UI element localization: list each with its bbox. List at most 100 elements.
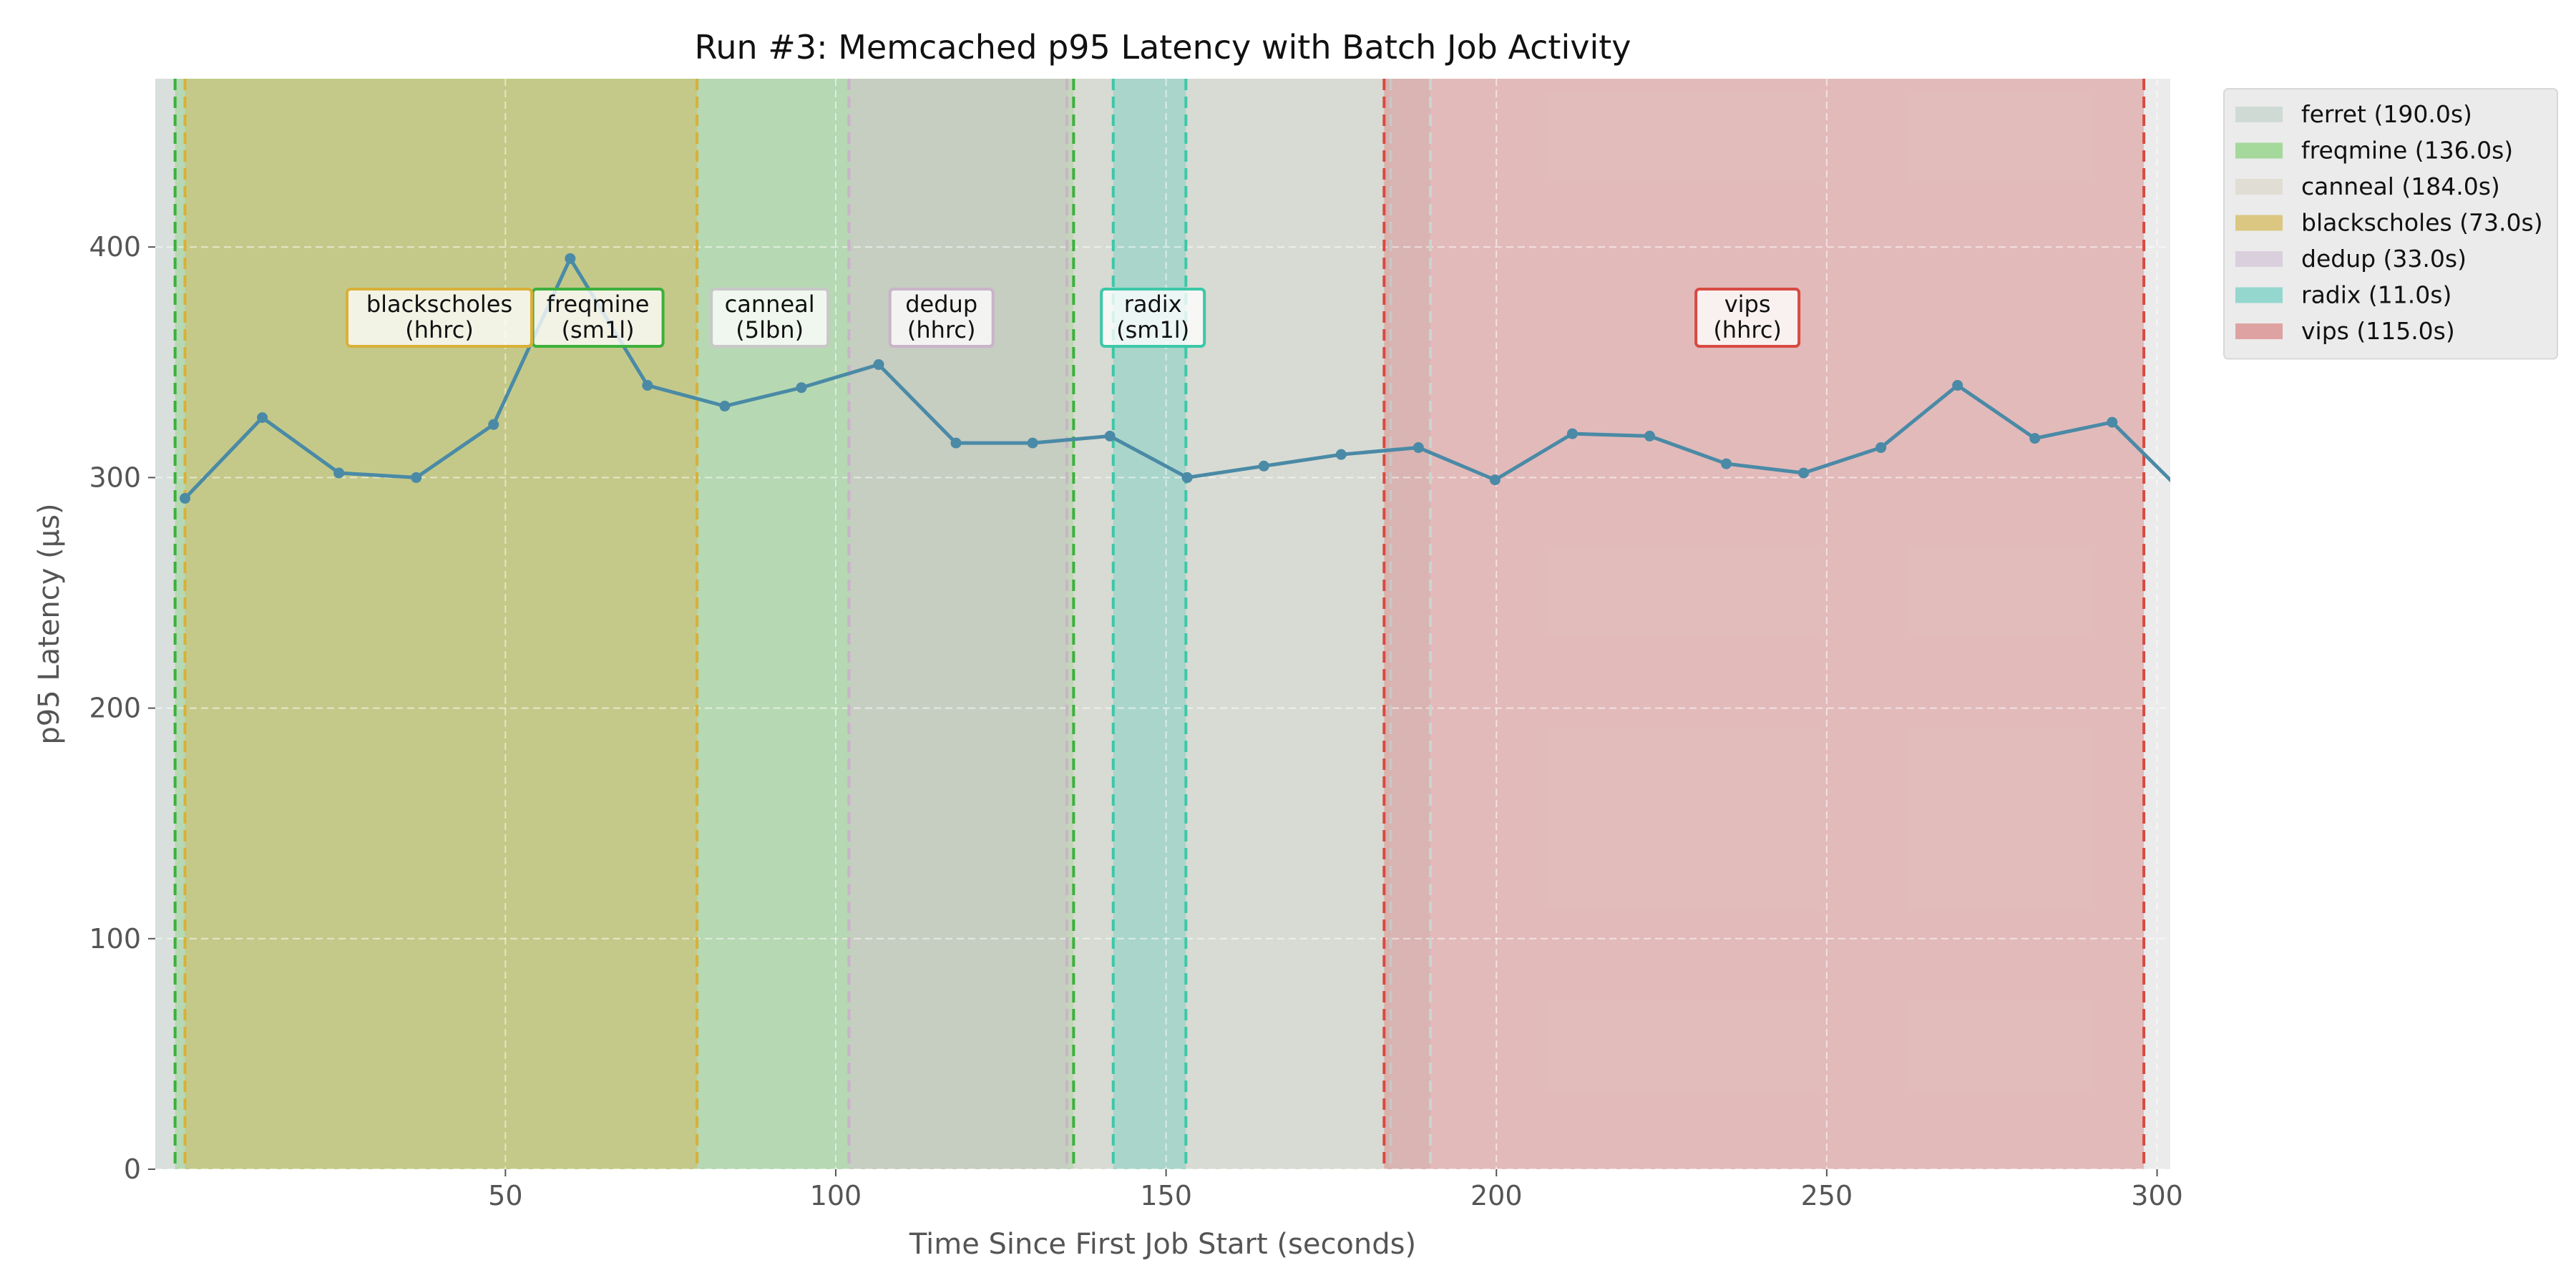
latency-point [1721, 458, 1732, 469]
job-label-text: (5lbn) [736, 316, 804, 343]
legend-item-vips: vips (115.0s) [2235, 317, 2455, 345]
latency-series [180, 253, 2170, 504]
latency-point [1027, 437, 1038, 449]
job-label-box [346, 288, 534, 348]
y-tick-label: 300 [89, 462, 141, 493]
job-label-box [1100, 288, 1206, 348]
job-label-radix: radix(sm1l) [1100, 288, 1206, 348]
job-label-text: blackscholes [366, 291, 512, 318]
legend-swatch [2235, 107, 2283, 122]
legend-label: radix (11.0s) [2301, 281, 2451, 309]
job-label-canneal: canneal(5lbn) [710, 288, 830, 348]
job-label-box [710, 288, 830, 348]
job-label-box [1694, 288, 1801, 348]
job-label-vips: vips(hhrc) [1694, 288, 1801, 348]
legend: ferret (190.0s) freqmine (136.0s) canneal … [2223, 88, 2558, 360]
latency-point [1952, 380, 1963, 391]
latency-point [1489, 474, 1501, 486]
latency-point [1335, 449, 1347, 460]
latency-point [1644, 430, 1655, 441]
x-tick-label: 200 [1470, 1180, 1523, 1211]
y-axis-label: p95 Latency (µs) [33, 503, 66, 744]
legend-item-dedup: dedup (33.0s) [2235, 245, 2467, 273]
latency-point [1413, 442, 1424, 454]
grid-lines [155, 79, 2170, 1170]
job-span-blackscholes [185, 79, 698, 1169]
job-label-text: dedup [905, 291, 977, 318]
y-tick-label: 0 [124, 1153, 141, 1185]
legend-swatch [2235, 142, 2283, 159]
latency-point [565, 253, 576, 264]
job-span-freqmine [175, 79, 1074, 1169]
legend-swatch [2235, 179, 2283, 195]
job-label-text: radix [1124, 291, 1182, 318]
job-label-text: (sm1l) [562, 316, 635, 343]
legend-swatch [2235, 215, 2283, 231]
latency-point [1798, 467, 1810, 479]
job-label-dedup: dedup(hhrc) [888, 288, 995, 348]
x-axis-label: Time Since First Job Start (seconds) [909, 1228, 1416, 1261]
legend-label: ferret (190.0s) [2301, 100, 2472, 128]
job-span-vips [1384, 79, 2145, 1169]
y-tick-label: 400 [89, 231, 141, 263]
legend-swatch [2235, 323, 2283, 339]
legend-swatch [2235, 251, 2283, 267]
job-span-radix [1113, 79, 1186, 1169]
chart-title: Run #3: Memcached p95 Latency with Batch… [694, 28, 1631, 67]
y-tick-label: 200 [89, 693, 141, 724]
job-label-text: (hhrc) [405, 316, 474, 343]
latency-point [950, 437, 962, 449]
y-tick-label: 100 [89, 923, 141, 955]
legend-label: blackscholes (73.0s) [2301, 209, 2543, 237]
legend-label: dedup (33.0s) [2301, 245, 2467, 273]
legend-swatch [2235, 287, 2283, 303]
job-label-text: vips [1724, 291, 1771, 318]
latency-point [333, 467, 345, 479]
latency-point [2029, 433, 2041, 444]
x-tick-label: 150 [1140, 1180, 1192, 1211]
job-label-text: freqmine [547, 291, 650, 318]
latency-point [2107, 416, 2118, 428]
job-span-ferret [155, 79, 1430, 1169]
legend-item-radix: radix (11.0s) [2235, 281, 2451, 309]
latency-point [488, 419, 499, 430]
latency-point [1875, 442, 1887, 454]
x-tick-label: 300 [2131, 1180, 2183, 1211]
legend-box [2223, 88, 2558, 360]
latency-point [1258, 460, 1269, 472]
job-spans [155, 79, 2145, 1169]
job-label-blackscholes: blackscholes(hhrc) [346, 288, 534, 348]
x-tick-label: 50 [488, 1180, 522, 1211]
job-boundary-lines [173, 79, 2146, 1169]
latency-point [873, 359, 884, 371]
legend-item-ferret: ferret (190.0s) [2235, 100, 2472, 128]
x-tick-label: 250 [1801, 1180, 1853, 1211]
job-label-text: (hhrc) [1713, 316, 1782, 343]
job-label-text: (sm1l) [1116, 316, 1189, 343]
legend-label: canneal (184.0s) [2301, 172, 2500, 200]
latency-point [642, 380, 653, 391]
latency-point [1566, 428, 1578, 439]
job-span-canneal [849, 79, 1391, 1169]
latency-point [796, 382, 807, 394]
x-tick-label: 100 [810, 1180, 862, 1211]
latency-point [257, 412, 268, 424]
latency-point [411, 472, 422, 483]
job-label-text: (hhrc) [907, 316, 976, 343]
latency-point [180, 492, 191, 504]
latency-point [719, 401, 731, 412]
latency-point [1181, 472, 1193, 483]
axes: 50 100 150 200 250 300 0 100 200 300 400 [89, 231, 2182, 1211]
job-labels: freqmine(sm1l)canneal(5lbn)blackscholes(… [346, 288, 1801, 348]
legend-item-canneal: canneal (184.0s) [2235, 172, 2500, 200]
latency-point [1104, 430, 1116, 441]
legend-label: freqmine (136.0s) [2301, 137, 2513, 165]
job-label-text: canneal [725, 291, 815, 318]
legend-label: vips (115.0s) [2301, 317, 2455, 345]
legend-item-freqmine: freqmine (136.0s) [2235, 137, 2513, 165]
job-label-box [888, 288, 995, 348]
legend-item-blackscholes: blackscholes (73.0s) [2235, 209, 2543, 237]
job-span-dedup [849, 79, 1068, 1169]
job-label-freqmine: freqmine(sm1l) [531, 288, 665, 348]
